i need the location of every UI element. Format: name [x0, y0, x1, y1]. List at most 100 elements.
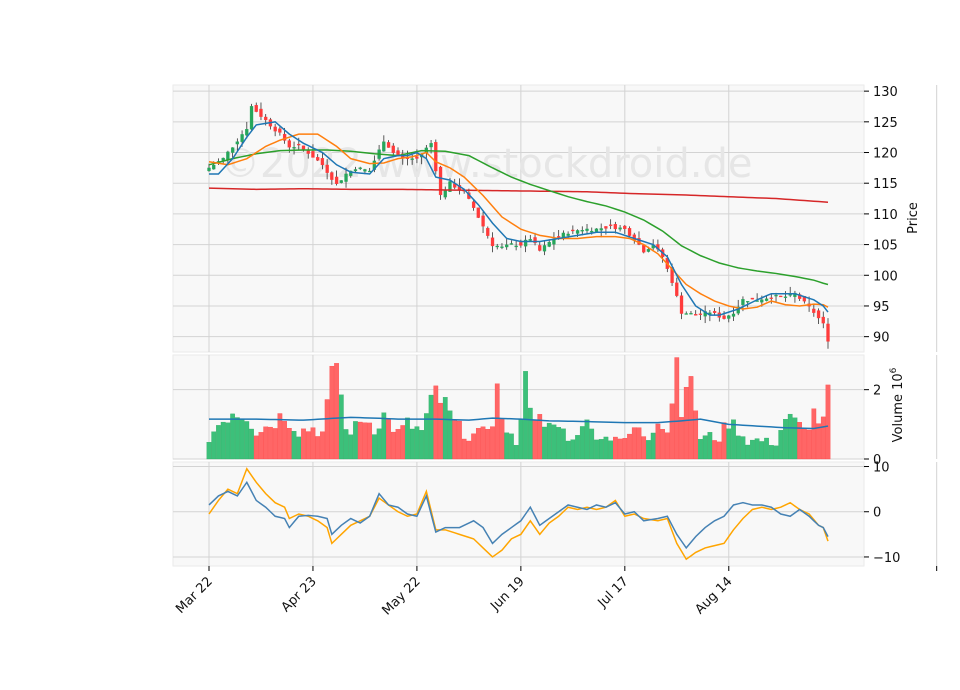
- candle: [722, 311, 726, 320]
- candle: [481, 211, 485, 233]
- volume-y-ticks: 02: [864, 384, 881, 468]
- volume-bar: [707, 432, 713, 460]
- volume-bar: [570, 439, 576, 460]
- candle: [382, 135, 386, 152]
- ma-long-line: [208, 187, 829, 203]
- price-tick-label: 90: [873, 331, 890, 346]
- volume-bar: [286, 427, 292, 460]
- candle-body: [245, 129, 249, 136]
- candle-body: [608, 224, 613, 226]
- price-tick-label: 115: [873, 177, 898, 192]
- candle: [254, 102, 258, 113]
- candle-body: [226, 151, 230, 161]
- volume-bar: [452, 420, 458, 460]
- candle: [273, 123, 277, 137]
- volume-bar: [594, 439, 599, 460]
- candle: [471, 199, 476, 211]
- volume-bar: [442, 397, 448, 460]
- candle-body: [604, 226, 608, 229]
- candle-body: [746, 301, 750, 303]
- volume-bar: [650, 432, 656, 460]
- candle-body: [282, 133, 287, 141]
- candle-body: [585, 228, 589, 231]
- oscillator-lines: [208, 467, 829, 561]
- candle-body: [557, 236, 561, 238]
- oscillator-tick-label: 10: [873, 461, 890, 476]
- volume-ma-line: [209, 416, 829, 430]
- volume-bar: [400, 425, 406, 460]
- oscillator-tick-label: 0: [873, 506, 881, 521]
- candle-body: [613, 223, 618, 230]
- volume-bar: [310, 427, 316, 460]
- candle-body: [750, 297, 755, 300]
- volume-tick-label: 2: [873, 384, 881, 399]
- candle-body: [528, 239, 532, 241]
- candle: [618, 225, 622, 232]
- candle-body: [486, 227, 490, 236]
- volume-bar: [631, 427, 637, 460]
- candle-body: [689, 313, 693, 315]
- volume-bar: [509, 433, 514, 460]
- volume-bar: [768, 445, 774, 460]
- volume-bar: [475, 428, 481, 460]
- candle-body: [386, 142, 391, 148]
- volume-bar: [235, 417, 240, 460]
- candle-body: [471, 201, 476, 208]
- volume-bar: [636, 427, 642, 460]
- candle: [505, 237, 509, 250]
- candle: [386, 140, 391, 148]
- volume-bar: [683, 386, 689, 460]
- volume-bar: [480, 426, 486, 460]
- candle-body: [297, 143, 301, 146]
- volume-bar: [414, 426, 420, 460]
- volume-bar: [716, 441, 722, 460]
- volume-bar: [660, 429, 665, 460]
- candle: [245, 121, 249, 139]
- candle: [334, 170, 339, 186]
- volume-bar: [334, 363, 339, 460]
- candle: [816, 308, 821, 324]
- candle: [585, 224, 589, 235]
- candle: [538, 241, 542, 252]
- candle-body: [358, 167, 362, 170]
- candle: [679, 292, 684, 320]
- volume-bar: [376, 428, 382, 460]
- volume-bar: [263, 426, 269, 460]
- x-tick-label: May 22: [379, 574, 423, 618]
- volume-bar: [551, 424, 557, 460]
- candle-body: [363, 169, 367, 172]
- volume-bar: [244, 421, 250, 460]
- volume-bar: [485, 429, 491, 460]
- candle: [731, 306, 736, 322]
- candle-body: [594, 228, 599, 232]
- candle-body: [694, 314, 698, 316]
- candle: [689, 310, 693, 315]
- volume-bar: [390, 431, 396, 460]
- volume-bar: [778, 430, 784, 460]
- candle-body: [320, 158, 325, 166]
- candle-body: [490, 237, 495, 247]
- volume-bar: [225, 422, 231, 460]
- candle-body: [764, 298, 769, 301]
- ma-fast-line: [209, 121, 829, 316]
- candle: [500, 243, 504, 250]
- candle-body: [311, 151, 315, 158]
- price-tick-label: 95: [873, 300, 890, 315]
- candle-body: [429, 143, 433, 148]
- candle: [514, 240, 518, 251]
- candle: [523, 235, 528, 253]
- candle: [712, 308, 717, 316]
- candle-body: [330, 172, 334, 180]
- volume-bar: [820, 416, 826, 460]
- candle: [311, 144, 315, 158]
- volume-bar: [315, 436, 321, 460]
- candle-body: [675, 282, 679, 296]
- volume-bar: [816, 423, 821, 460]
- candle-body: [514, 245, 518, 248]
- volume-bar: [546, 422, 552, 460]
- volume-bar: [764, 437, 769, 460]
- candle-body: [590, 230, 594, 233]
- volume-bar: [513, 445, 519, 460]
- volume-bar: [249, 428, 254, 460]
- candle-body: [495, 245, 499, 248]
